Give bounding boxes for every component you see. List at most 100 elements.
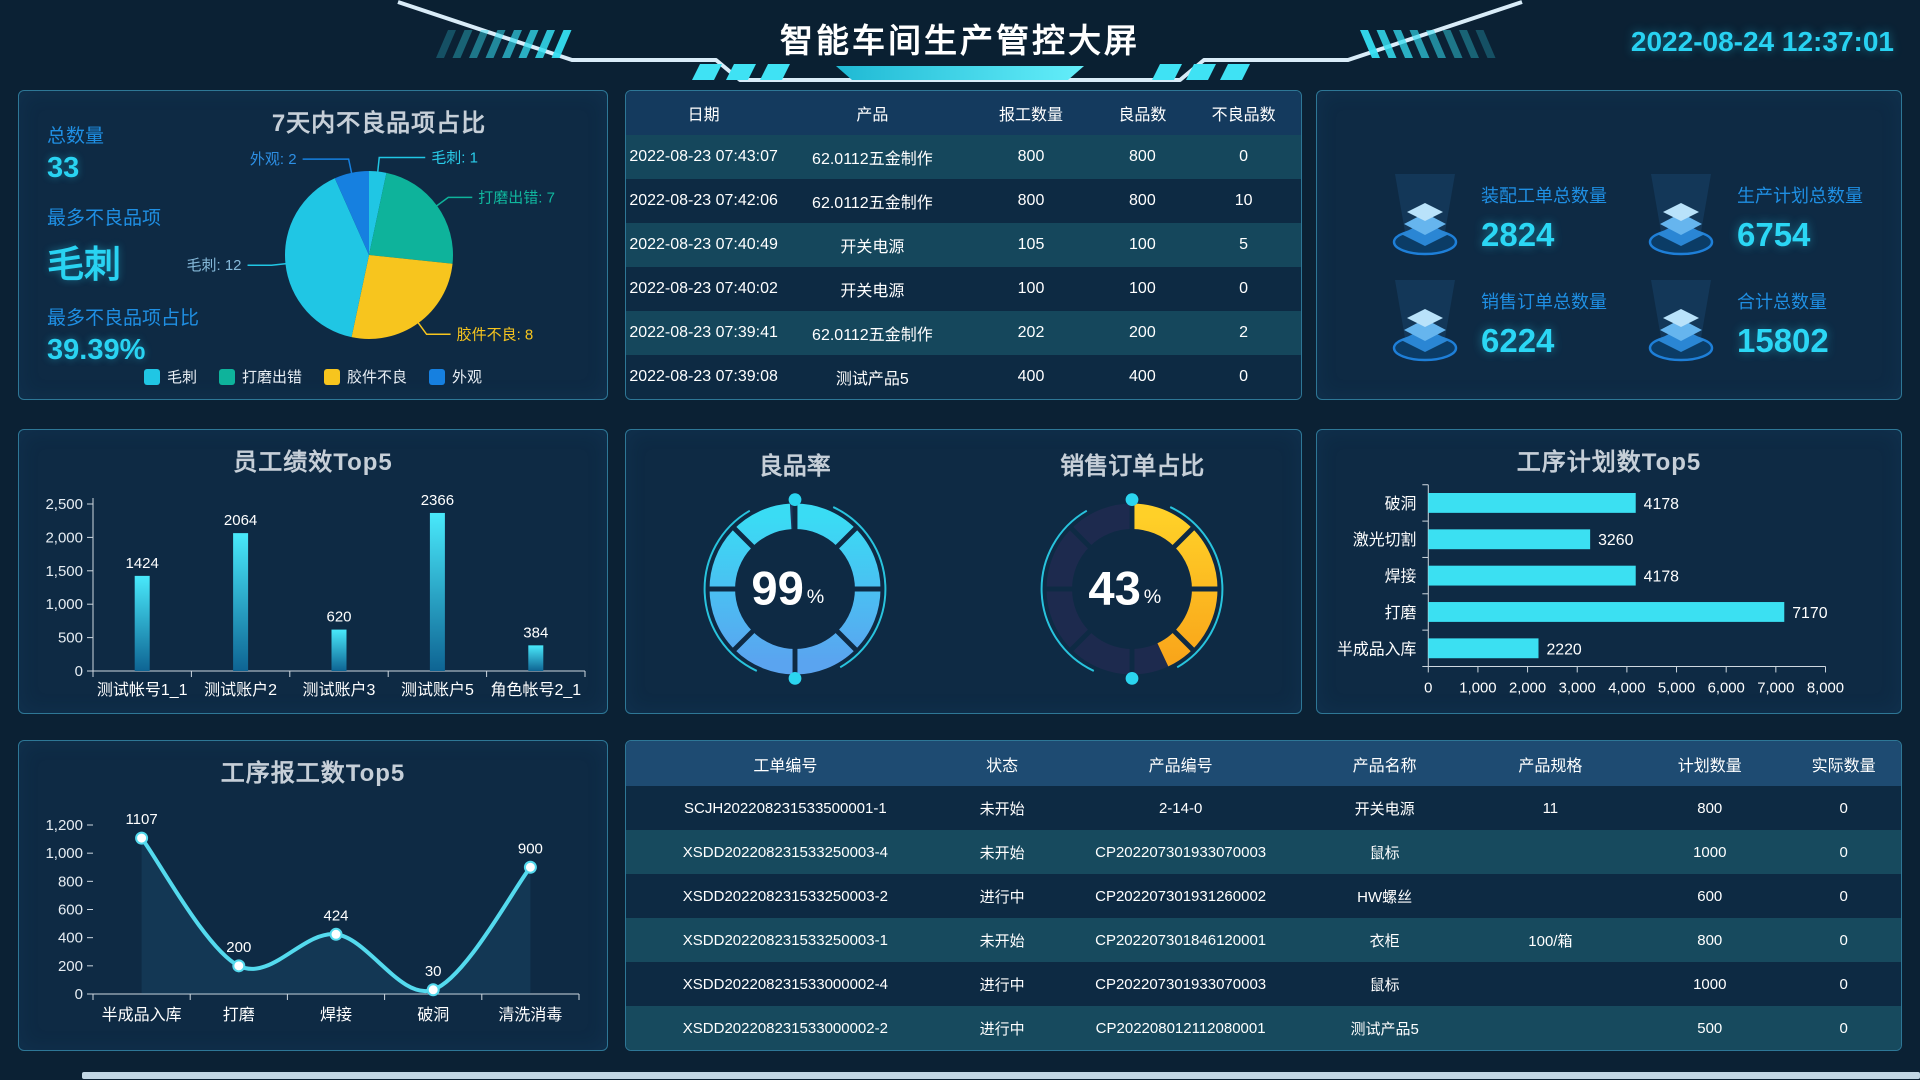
card-label: 装配工单总数量 xyxy=(1481,186,1607,206)
table-cell: 100 xyxy=(1017,280,1045,297)
process-report-title: 工序报工数Top5 xyxy=(220,760,406,787)
column-header: 产品编号 xyxy=(1059,741,1302,786)
table-row: XSDD202208231533250003-2 进行中 CP20220730193… xyxy=(626,874,1901,918)
table-cell xyxy=(1468,874,1634,918)
svg-text:800: 800 xyxy=(58,873,83,890)
report-table-panel: 日期 产品 报工数量 良品数 不良品数 2022-08-23 07:43:07 62.011… xyxy=(625,90,1302,400)
svg-text:30: 30 xyxy=(425,963,442,980)
svg-text:99: 99 xyxy=(751,562,803,615)
table-cell: 62.0112五金制作 xyxy=(812,327,933,344)
defect-ratio-panel: 7天内不良品项占比 总数量 33 最多不良品项 毛刺 最多不良品项占比 39.3… xyxy=(18,90,608,400)
table-cell xyxy=(1468,962,1634,1006)
legend-item: 外观 xyxy=(429,366,482,387)
table-row: 2022-08-23 07:39:08 测试产品5 400 400 0 xyxy=(626,355,1301,399)
process-line-chart: 0 200 400 600 800 1,000 1,200 1107 半成品入库 200 打磨 424… xyxy=(45,811,580,1024)
assembly-orders-card: 装配工单总数量 2824 xyxy=(1379,163,1639,273)
table-cell: 2022-08-23 07:39:41 xyxy=(629,324,778,341)
column-header: 日期 xyxy=(626,91,782,135)
table-header-row: 工单编号 状态 产品编号 产品名称 产品规格 计划数量 实际数量 xyxy=(626,741,1901,786)
sales-orders-card: 销售订单总数量 6224 xyxy=(1379,269,1639,379)
top-defect-stat: 最多不良品项 毛刺 xyxy=(47,203,187,288)
svg-text:500: 500 xyxy=(58,630,83,647)
svg-text:6,000: 6,000 xyxy=(1708,680,1745,696)
stat-label: 最多不良品项 xyxy=(47,208,162,229)
table-cell: 2022-08-23 07:40:02 xyxy=(629,280,778,297)
column-header: 报工数量 xyxy=(963,91,1099,135)
column-header: 产品名称 xyxy=(1301,741,1468,786)
gauge-title: 销售订单占比 xyxy=(1060,453,1205,480)
table-cell: 200 xyxy=(1129,324,1156,341)
svg-text:1,000: 1,000 xyxy=(45,596,83,613)
table-cell: 进行中 xyxy=(979,888,1025,906)
legend-swatch xyxy=(143,368,160,385)
legend-label: 打磨出错 xyxy=(241,369,302,386)
table-cell: XSDD202208231533250003-4 xyxy=(682,843,888,861)
table-cell: XSDD202208231533250003-2 xyxy=(682,887,888,905)
svg-text:半成品入库: 半成品入库 xyxy=(102,1006,182,1024)
stat-value: 33 xyxy=(47,152,80,184)
svg-text:半成品入库: 半成品入库 xyxy=(1337,640,1417,658)
table-cell: XSDD202208231533000002-4 xyxy=(682,975,888,993)
good-rate-gauge: 99% xyxy=(703,493,887,685)
legend-swatch xyxy=(429,368,446,385)
table-cell: 未开始 xyxy=(979,844,1025,862)
table-cell: 0 xyxy=(1839,799,1848,817)
svg-text:3,000: 3,000 xyxy=(1559,680,1596,696)
svg-text:1,500: 1,500 xyxy=(45,563,83,580)
table-cell: 100 xyxy=(1129,236,1156,253)
table-cell: SCJH202208231533500001-1 xyxy=(684,799,887,817)
svg-text:焊接: 焊接 xyxy=(320,1006,352,1024)
table-row: 2022-08-23 07:39:41 62.0112五金制作 202 200 2 xyxy=(626,311,1301,355)
table-cell: 测试产品5 xyxy=(835,371,909,388)
table-cell: 0 xyxy=(1839,931,1848,949)
table-cell: XSDD202208231533000002-2 xyxy=(682,1019,888,1037)
legend-swatch xyxy=(324,368,340,385)
sales-ratio-gauge-box: 销售订单占比 43% xyxy=(964,430,1302,713)
table-cell: 0 xyxy=(1839,887,1848,905)
card-value: 2824 xyxy=(1481,216,1555,253)
report-table: 日期 产品 报工数量 良品数 不良品数 2022-08-23 07:43:07 62.011… xyxy=(626,91,1301,399)
svg-text:0: 0 xyxy=(1424,680,1432,696)
legend-swatch xyxy=(218,368,235,385)
svg-text:测试账户2: 测试账户2 xyxy=(204,681,277,699)
table-cell: 2022-08-23 07:42:06 xyxy=(629,192,778,209)
svg-text:毛刺: 12: 毛刺: 12 xyxy=(187,257,242,274)
table-cell: CP202207301933070003 xyxy=(1095,843,1267,861)
table-cell: 0 xyxy=(1839,1019,1848,1037)
svg-text:角色帐号2_1: 角色帐号2_1 xyxy=(490,681,581,699)
card-value: 15802 xyxy=(1737,322,1829,359)
table-cell: 0 xyxy=(1239,148,1249,165)
total-count-card: 合计总数量 15802 xyxy=(1635,269,1895,379)
table-cell: 2022-08-23 07:43:07 xyxy=(629,148,778,165)
legend-label: 外观 xyxy=(452,369,483,386)
work-order-panel: 工单编号 状态 产品编号 产品名称 产品规格 计划数量 实际数量 SCJH2022082315… xyxy=(625,740,1902,1051)
table-cell: XSDD202208231533250003-1 xyxy=(682,931,888,949)
svg-text:8,000: 8,000 xyxy=(1807,680,1844,696)
performance-bar-chart: 0 500 1,000 1,500 2,000 2,500 1424 测试帐号1_1 2064 测… xyxy=(45,492,586,699)
svg-text:焊接: 焊接 xyxy=(1385,568,1417,586)
svg-text:600: 600 xyxy=(58,902,83,919)
table-cell: 600 xyxy=(1697,887,1723,905)
table-row: SCJH202208231533500001-1 未开始 2-14-0 开关电源 11 8… xyxy=(626,786,1901,830)
table-cell: 202 xyxy=(1017,324,1045,341)
table-cell: 100 xyxy=(1129,280,1156,297)
table-cell: 0 xyxy=(1839,975,1848,993)
stat-cards-panel: 装配工单总数量 2824 生产计划总数量 6754 销售订单总数量 6224 合… xyxy=(1316,90,1902,400)
svg-text:43: 43 xyxy=(1089,562,1141,615)
plan-panel: 工序计划数Top5 0 1,000 2,000 3,000 4,000 5,000 6,00… xyxy=(1316,429,1902,714)
table-cell: 800 xyxy=(1129,192,1156,209)
table-cell: CP202207301931260002 xyxy=(1095,887,1267,905)
table-cell: CP202208012112080001 xyxy=(1095,1019,1266,1037)
table-row: 2022-08-23 07:40:49 开关电源 105 100 5 xyxy=(626,223,1301,267)
table-cell: 未开始 xyxy=(979,800,1025,818)
table-cell: 800 xyxy=(1017,148,1045,165)
work-order-table: 工单编号 状态 产品编号 产品名称 产品规格 计划数量 实际数量 SCJH2022082315… xyxy=(626,741,1901,1050)
table-row: XSDD202208231533000002-4 进行中 CP20220730193… xyxy=(626,962,1901,1006)
table-cell: CP202207301846120001 xyxy=(1095,931,1267,949)
table-cell: 鼠标 xyxy=(1369,976,1400,994)
table-header-row: 日期 产品 报工数量 良品数 不良品数 xyxy=(626,91,1301,135)
table-row: XSDD202208231533250003-1 未开始 CP20220730184… xyxy=(626,918,1901,962)
process-report-panel: 工序报工数Top5 0 200 400 600 800 1,000 1,200 1107 半成品… xyxy=(18,740,608,1051)
svg-text:破洞: 破洞 xyxy=(417,1006,449,1024)
table-cell: 800 xyxy=(1017,192,1045,209)
